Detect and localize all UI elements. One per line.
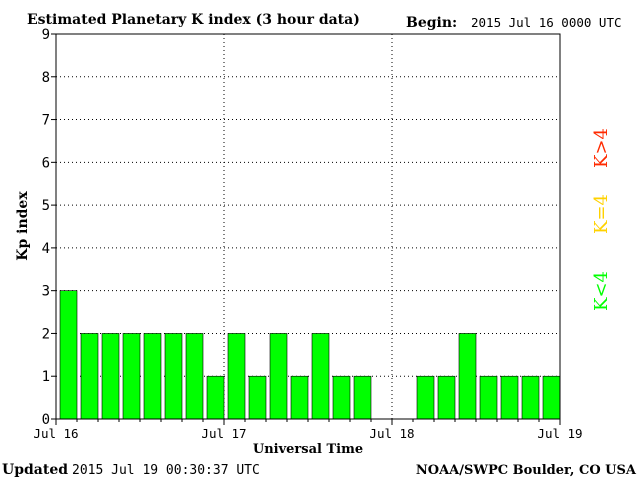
y-tick-label: 2 [42,326,50,342]
y-axis-label: Kp index [15,191,31,261]
kp-bar [437,375,456,420]
x-tick-label: Jul 19 [537,426,582,441]
kp-bar [479,375,498,420]
source-credit: NOAA/SWPC Boulder, CO USA [416,463,637,478]
kp-bar [332,375,351,420]
updated-value: 2015 Jul 19 00:30:37 UTC [72,463,260,478]
y-tick-label: 5 [42,198,50,214]
updated-label: Updated [2,462,68,478]
begin-label: Begin: [406,15,457,31]
y-tick-label: 1 [42,369,50,385]
kp-bar [290,375,309,420]
kp-bar [143,333,162,420]
kp-bar [458,333,477,420]
x-tick-label: Jul 17 [201,426,246,441]
y-tick-label: 9 [42,27,50,43]
x-tick-label: Jul 16 [33,426,78,441]
y-tick-label: 4 [42,241,50,257]
y-tick-label: 8 [42,70,50,86]
kp-bar [101,333,120,420]
begin-value: 2015 Jul 16 0000 UTC [471,15,622,30]
kp-bar [227,333,246,420]
kp-bar [122,333,141,420]
kp-bar [416,375,435,420]
x-axis-label: Universal Time [253,442,363,457]
y-tick-label: 0 [42,412,50,428]
y-tick-label: 3 [42,284,50,300]
kp-bar [59,290,78,420]
kp-bar [521,375,540,420]
x-tick-label: Jul 18 [369,426,414,441]
chart-title: Estimated Planetary K index (3 hour data… [27,12,360,28]
ticks-layer: 0 1 2 3 4 5 6 7 8 9 Jul 16 Jul 17 Jul 18 Jul 19 [33,27,582,441]
y-tick-label: 6 [42,155,50,171]
kp-bar [353,375,372,420]
kp-bar [269,333,288,420]
legend-low: K<4 [591,271,612,311]
bars-layer [59,290,561,420]
kp-bar [185,333,204,420]
kp-bar [542,375,561,420]
kp-bar [311,333,330,420]
kp-bar [248,375,267,420]
legend-mid: K=4 [591,194,612,234]
kp-bar [500,375,519,420]
legend-high: K>4 [591,128,612,168]
kp-bar [164,333,183,420]
kp-bar [206,375,225,420]
y-tick-label: 7 [42,113,50,129]
kp-bar [80,333,99,420]
